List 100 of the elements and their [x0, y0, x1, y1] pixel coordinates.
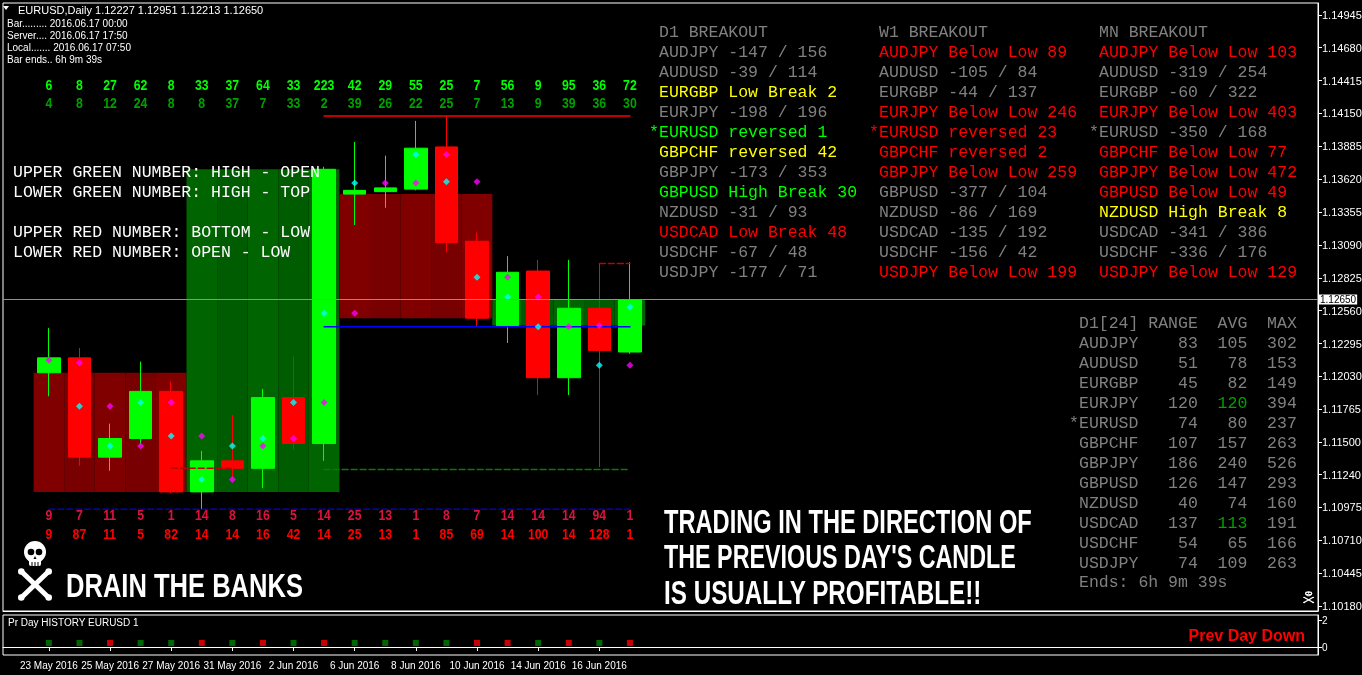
- annotation: USDCAD -135 / 192: [879, 223, 1048, 243]
- text: AUDJPY 83 105 302: [1079, 333, 1297, 353]
- candlestick: [618, 261, 642, 355]
- point: [259, 442, 267, 450]
- y-tick-label: 1.13090: [1322, 238, 1362, 251]
- text: 4 8 12 24 8 8 37 7 33 2 39 26 22 25 7 13 9 39 36 30: [45, 94, 637, 112]
- y-tick-label: 1.13620: [1322, 173, 1362, 186]
- annotation: USDCHF -156 / 42: [879, 243, 1038, 263]
- annotation: GBPCHF reversed 2: [879, 143, 1048, 163]
- annotation: EURGBP -44 / 137: [879, 83, 1038, 103]
- point: [45, 356, 53, 364]
- y-tick-label: 1.11240: [1322, 468, 1361, 481]
- text: 9 87 11 5 82 14 14 16 42 14 25 13 1 85 69 14 100 14 128 1: [45, 525, 634, 543]
- point: [198, 432, 206, 440]
- point: [320, 309, 328, 317]
- text: GBPJPY 186 240 526: [1079, 453, 1297, 473]
- y-tick-label: 1.14945: [1322, 8, 1362, 21]
- point: [290, 399, 298, 407]
- y-tick-label: 1.12030: [1322, 370, 1362, 383]
- text: AUDUSD 51 78 153: [1079, 353, 1297, 373]
- point: [167, 399, 175, 407]
- annotation: Ends: 6h 9m 39s: [1079, 573, 1228, 593]
- ref-line-label: 1.12650: [1320, 294, 1357, 306]
- annotation: USDCHF -336 / 176: [1099, 243, 1268, 263]
- annotation: GBPCHF reversed 42: [659, 143, 838, 163]
- annotation: NZDUSD High Break 8: [1099, 203, 1288, 223]
- point: [351, 309, 359, 317]
- point: [473, 178, 481, 186]
- text: GBPCHF 107 157 263: [1079, 433, 1297, 453]
- annotation: UPPER RED NUMBER: BOTTOM - LOW: [13, 222, 311, 242]
- point: [565, 323, 573, 331]
- x-tick-label: 10 Jun 2016: [449, 659, 505, 671]
- candlestick: [404, 120, 428, 191]
- annotation: GBPJPY Below Low 259: [879, 163, 1078, 183]
- annotation: MN BREAKOUT: [1099, 23, 1209, 43]
- annotation: USDJPY -177 / 71: [659, 263, 818, 283]
- point: [504, 273, 512, 281]
- annotation: D1 BREAKOUT: [659, 23, 769, 43]
- annotation: Server.... 2016.06.17 17:50: [7, 30, 129, 42]
- text: USDCHF 54 65 166: [1079, 533, 1297, 553]
- x-tick-label: 6 Jun 2016: [329, 659, 380, 671]
- y-tick-label: 1.10180: [1322, 600, 1362, 613]
- x-tick-label: 31 May 2016: [203, 659, 262, 671]
- annotation: EURJPY -198 / 196: [659, 103, 828, 123]
- y-tick-label: 1.12295: [1322, 337, 1362, 350]
- point: [442, 150, 450, 158]
- annotation: IS USUALLY PROFITABLE!!: [664, 573, 982, 611]
- point: [198, 475, 206, 483]
- point: [106, 442, 114, 450]
- point: [290, 435, 298, 443]
- text: *EURUSD 74 80 237: [1069, 413, 1297, 433]
- point: [534, 323, 542, 331]
- text: 6 8 27 62 8 33 37 64 33 223 42 29 55 25 7 56 9 95 36 72: [45, 76, 637, 94]
- annotation: USDCAD Low Break 48: [659, 223, 848, 243]
- point: [595, 361, 603, 369]
- y-tick-label: 2: [1322, 614, 1328, 626]
- point: [137, 399, 145, 407]
- annotation: NZDUSD -31 / 93: [659, 203, 808, 223]
- point: [259, 435, 267, 443]
- annotation: AUDJPY Below Low 103: [1099, 43, 1298, 63]
- annotation: D1[24] RANGE AVG MAX: [1079, 313, 1297, 333]
- annotation: EURJPY Below Low 403: [1099, 103, 1298, 123]
- annotation: *EURUSD reversed 1: [649, 123, 828, 143]
- annotation: LOWER RED NUMBER: OPEN - LOW: [13, 242, 291, 262]
- x-tick-label: 2 Jun 2016: [268, 659, 319, 671]
- annotation: Local....... 2016.06.17 07:50: [7, 42, 132, 54]
- y-tick-label: 1.10445: [1322, 567, 1362, 580]
- candlestick: [465, 232, 489, 328]
- point: [412, 179, 420, 187]
- candlestick: [526, 259, 550, 396]
- candlestick: [496, 255, 519, 344]
- point: [228, 475, 236, 483]
- annotation: *EURUSD -350 / 168: [1089, 123, 1268, 143]
- candlestick: [374, 155, 397, 209]
- y-tick-label: 1.10975: [1322, 501, 1362, 514]
- point: [106, 402, 114, 410]
- annotation: USDJPY Below Low 199: [879, 263, 1078, 283]
- y-tick-label: 1.11765: [1322, 403, 1361, 416]
- point: [351, 179, 359, 187]
- candlestick: [557, 259, 581, 396]
- annotation: NZDUSD -86 / 169: [879, 203, 1038, 223]
- x-tick-label: 25 May 2016: [81, 659, 140, 671]
- point: [75, 359, 83, 367]
- annotation: Bar......... 2016.06.17 00:00: [7, 18, 129, 30]
- annotation: *EURUSD reversed 23: [869, 123, 1058, 143]
- point: [626, 361, 634, 369]
- point: [167, 432, 175, 440]
- annotation: AUDUSD -39 / 114: [659, 63, 818, 83]
- annotation: LOWER GREEN NUMBER: HIGH - TOP: [13, 182, 311, 202]
- x-tick-label: 16 Jun 2016: [571, 659, 628, 671]
- text: GBPUSD 126 147 293: [1079, 473, 1297, 493]
- annotation: USDCAD -341 / 386: [1099, 223, 1268, 243]
- annotation: GBPUSD High Break 30: [659, 183, 858, 203]
- point: [137, 442, 145, 450]
- annotation: GBPUSD Below Low 49: [1099, 183, 1288, 203]
- annotation: GBPCHF Below Low 77: [1099, 143, 1288, 163]
- candlestick: [68, 347, 91, 467]
- annotation: USDCHF -67 / 48: [659, 243, 808, 263]
- point: [473, 273, 481, 281]
- y-tick-label: 1.12560: [1322, 304, 1362, 317]
